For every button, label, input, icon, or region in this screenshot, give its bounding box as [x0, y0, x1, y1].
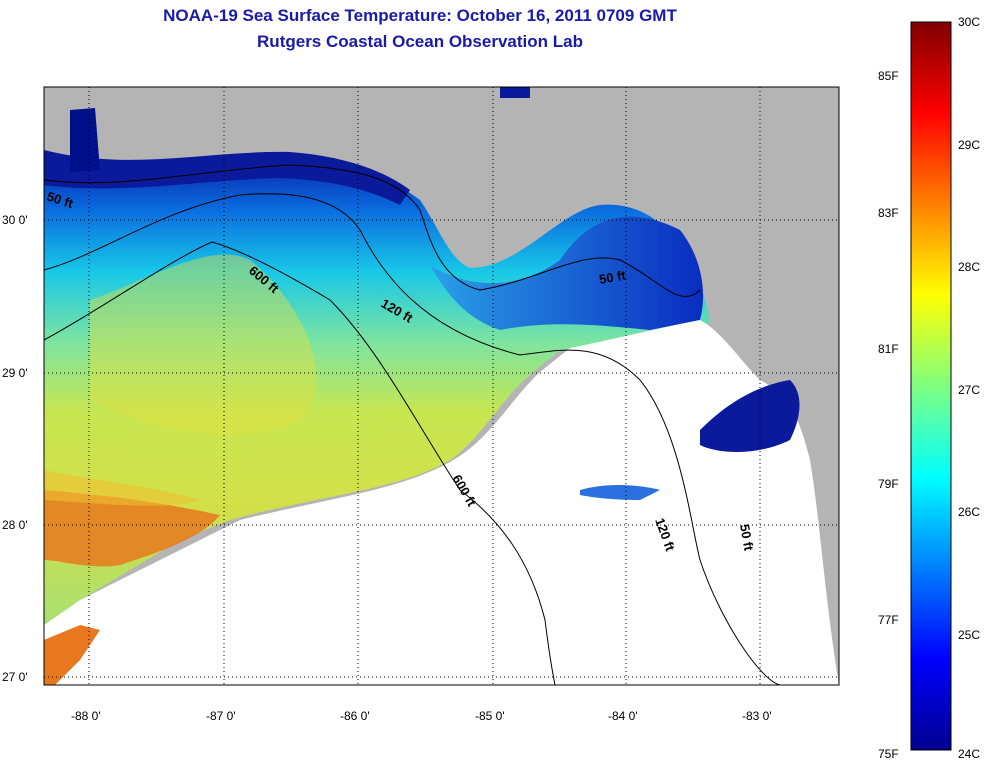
plot-frame	[43, 86, 840, 686]
contour-label: 50 ft	[737, 523, 757, 553]
colorbar-fahrenheit-label: 77F	[878, 613, 899, 627]
map-subtitle: Rutgers Coastal Ocean Observation Lab	[257, 32, 583, 51]
colorbar-fahrenheit-label: 79F	[878, 477, 899, 491]
lon-tick-label: -87 0'	[206, 709, 236, 723]
colorbar	[910, 21, 952, 751]
colorbar-celsius-label: 29C	[958, 138, 980, 152]
contour-label: 50 ft	[598, 267, 628, 287]
contour-120ft	[44, 193, 781, 685]
east-cold-water	[430, 216, 704, 330]
colorbar-celsius-label: 26C	[958, 505, 980, 519]
colorbar-fahrenheit-label: 83F	[878, 206, 899, 220]
colorbar-celsius-label: 24C	[958, 747, 980, 761]
colorbar-fahrenheit-label: 81F	[878, 342, 899, 356]
contour-600ft	[44, 241, 556, 685]
colorbar-fahrenheit-label: 85F	[878, 69, 899, 83]
contour-50ft	[44, 164, 701, 297]
lon-tick-label: -84 0'	[608, 709, 638, 723]
map-title: NOAA-19 Sea Surface Temperature: October…	[163, 6, 677, 25]
lon-tick-label: -86 0'	[340, 709, 370, 723]
coastal-cold-band	[44, 150, 410, 205]
warm-patch	[44, 490, 220, 567]
colorbar-celsius-label: 30C	[958, 15, 980, 29]
graticule	[44, 87, 839, 685]
lat-tick-label: 30 0'	[2, 213, 28, 227]
lat-tick-label: 27 0'	[2, 670, 28, 684]
lon-tick-label: -88 0'	[71, 709, 101, 723]
colorbar-fahrenheit-label: 75F	[878, 747, 899, 761]
lon-tick-label: -85 0'	[475, 709, 505, 723]
axis-ticks: 30 0' 29 0' 28 0' 27 0' -88 0' -87 0' -86 0' -8…	[2, 213, 772, 723]
lon-tick-label: -83 0'	[742, 709, 772, 723]
lat-tick-label: 28 0'	[2, 518, 28, 532]
colorbar-celsius-label: 25C	[958, 628, 980, 642]
colorbar-celsius-label: 28C	[958, 260, 980, 274]
colorbar-labels: 30C 29C 28C 27C 26C 25C 24C 85F 83F 81F 79F 77F 75F	[878, 15, 980, 761]
lat-tick-label: 29 0'	[2, 366, 28, 380]
no-data-region	[44, 320, 839, 685]
colorbar-celsius-label: 27C	[958, 383, 980, 397]
